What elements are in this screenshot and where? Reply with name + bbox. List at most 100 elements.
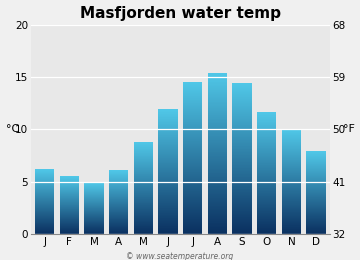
Bar	[257, 147, 276, 148]
Bar	[183, 215, 202, 216]
Bar	[35, 225, 54, 226]
Bar	[306, 183, 326, 184]
Bar	[208, 116, 227, 117]
Bar	[282, 172, 301, 173]
Bar	[35, 185, 54, 186]
Bar	[158, 114, 177, 115]
Bar	[60, 190, 79, 191]
Bar	[208, 98, 227, 99]
Bar	[158, 187, 177, 188]
Bar	[183, 220, 202, 221]
Bar	[208, 206, 227, 207]
Bar	[257, 188, 276, 189]
Bar	[208, 174, 227, 175]
Bar	[233, 95, 252, 96]
Bar	[282, 149, 301, 150]
Bar	[183, 132, 202, 133]
Bar	[306, 166, 326, 167]
Bar	[109, 175, 128, 176]
Bar	[233, 130, 252, 131]
Bar	[306, 211, 326, 212]
Bar	[257, 168, 276, 169]
Bar	[60, 227, 79, 228]
Bar	[208, 129, 227, 130]
Bar	[158, 181, 177, 182]
Bar	[257, 173, 276, 174]
Bar	[183, 178, 202, 179]
Bar	[134, 202, 153, 203]
Bar	[233, 214, 252, 215]
Bar	[282, 232, 301, 233]
Bar	[257, 216, 276, 217]
Bar	[183, 125, 202, 126]
Bar	[282, 212, 301, 213]
Bar	[35, 179, 54, 180]
Bar	[306, 158, 326, 159]
Bar	[257, 197, 276, 198]
Bar	[35, 205, 54, 206]
Bar	[233, 194, 252, 195]
Bar	[183, 90, 202, 91]
Bar	[306, 212, 326, 213]
Bar	[306, 223, 326, 224]
Bar	[109, 178, 128, 179]
Bar	[233, 139, 252, 140]
Bar	[233, 122, 252, 123]
Bar	[233, 164, 252, 165]
Bar	[35, 201, 54, 202]
Bar	[282, 161, 301, 162]
Bar	[183, 133, 202, 134]
Bar	[158, 159, 177, 160]
Bar	[233, 108, 252, 109]
Bar	[208, 96, 227, 97]
Bar	[183, 114, 202, 115]
Bar	[208, 209, 227, 210]
Bar	[306, 177, 326, 178]
Bar	[60, 195, 79, 196]
Bar	[35, 217, 54, 218]
Bar	[158, 117, 177, 118]
Bar	[109, 230, 128, 231]
Bar	[306, 179, 326, 180]
Bar	[282, 143, 301, 144]
Bar	[282, 199, 301, 200]
Bar	[208, 107, 227, 108]
Bar	[208, 195, 227, 196]
Bar	[233, 231, 252, 232]
Bar	[282, 187, 301, 188]
Bar	[257, 177, 276, 178]
Bar	[183, 170, 202, 171]
Bar	[158, 222, 177, 223]
Bar	[109, 171, 128, 172]
Bar	[257, 220, 276, 221]
Bar	[282, 222, 301, 223]
Bar	[208, 75, 227, 76]
Bar	[233, 135, 252, 136]
Bar	[134, 220, 153, 221]
Bar	[109, 204, 128, 205]
Bar	[183, 121, 202, 122]
Bar	[257, 232, 276, 233]
Bar	[233, 104, 252, 105]
Bar	[233, 176, 252, 177]
Bar	[183, 134, 202, 135]
Bar	[109, 199, 128, 200]
Bar	[158, 157, 177, 158]
Bar	[257, 124, 276, 125]
Bar	[282, 156, 301, 157]
Bar	[134, 229, 153, 230]
Bar	[282, 173, 301, 174]
Bar	[257, 153, 276, 154]
Bar	[158, 161, 177, 162]
Bar	[257, 202, 276, 203]
Bar	[158, 217, 177, 218]
Bar	[208, 164, 227, 165]
Bar	[134, 144, 153, 145]
Bar	[306, 209, 326, 210]
Bar	[109, 179, 128, 180]
Bar	[134, 223, 153, 224]
Bar	[282, 152, 301, 153]
Bar	[158, 227, 177, 228]
Bar	[35, 230, 54, 231]
Bar	[60, 188, 79, 189]
